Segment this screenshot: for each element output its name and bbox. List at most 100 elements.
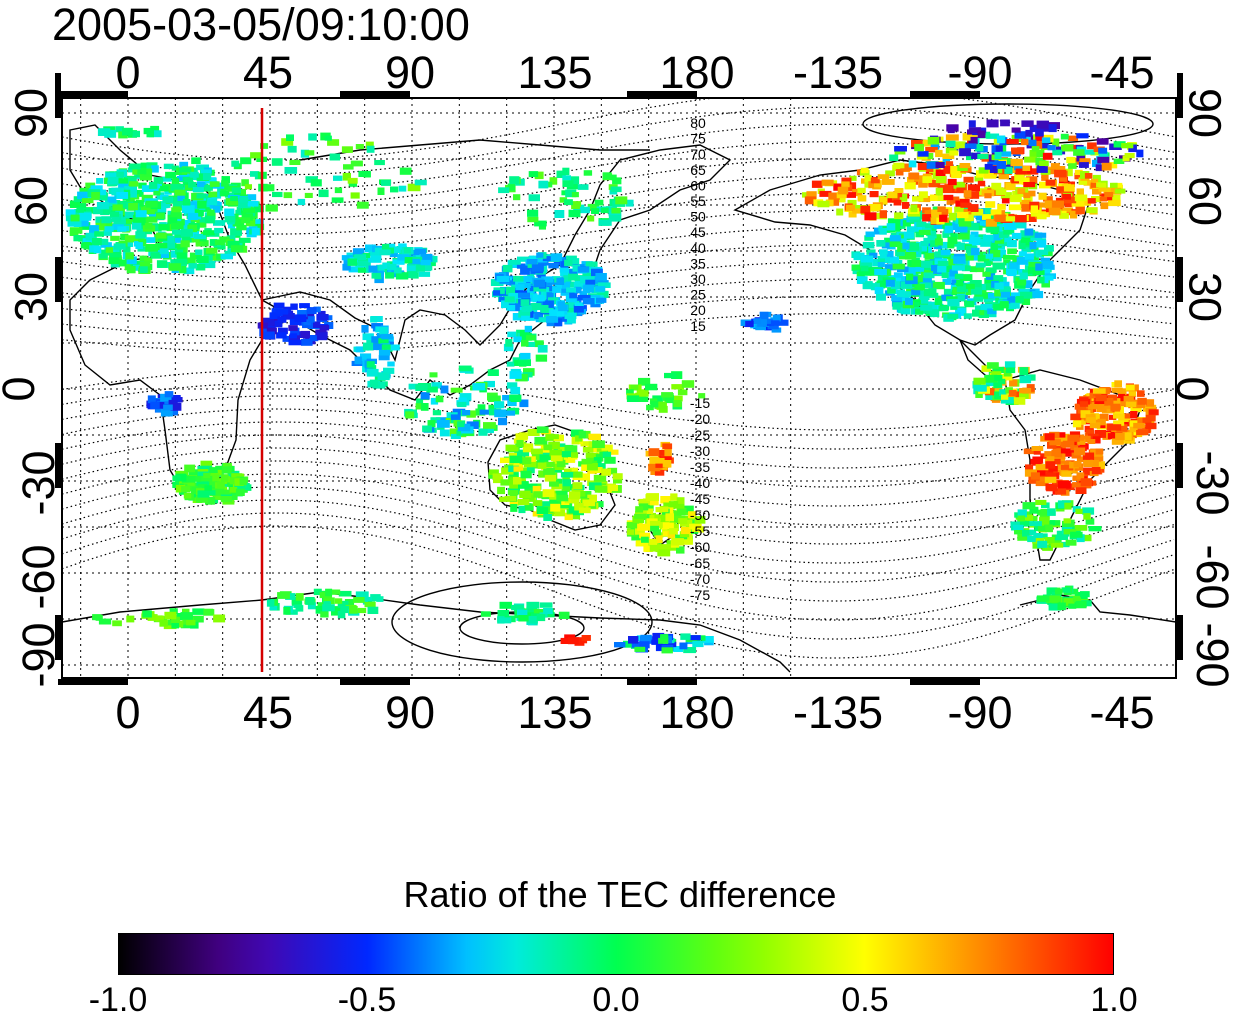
tec-patch (171, 222, 184, 229)
tec-patch (366, 368, 379, 377)
tec-patch (857, 187, 866, 193)
frame-tick-bar (340, 679, 410, 685)
tec-patch (1079, 397, 1089, 405)
tec-patch (536, 507, 549, 514)
tec-patch (837, 186, 849, 195)
tec-patch (984, 374, 998, 383)
tec-patch (204, 215, 215, 224)
tec-patch (192, 608, 205, 615)
tec-patch (678, 518, 688, 525)
tec-patch (362, 253, 371, 259)
tec-patch (641, 508, 654, 515)
tec-patch (626, 529, 635, 535)
tec-patch (194, 210, 203, 217)
tec-patch (879, 210, 887, 219)
tec-patch (664, 449, 672, 457)
tec-patch (890, 281, 900, 289)
tec-patch (596, 463, 606, 470)
tec-patch (107, 196, 117, 203)
tec-patch (659, 456, 672, 463)
tec-patch (352, 248, 365, 255)
tec-patch (1107, 394, 1118, 401)
tec-patch (587, 494, 597, 503)
tec-patch (181, 235, 194, 243)
tec-patch (528, 194, 540, 202)
tec-patch (348, 606, 358, 614)
tec-patch (506, 382, 518, 389)
tec-patch (139, 173, 152, 181)
tec-patch (1038, 192, 1047, 200)
tec-patch (1021, 177, 1030, 185)
tec-patch (1142, 417, 1152, 424)
tec-patch (1040, 508, 1048, 516)
tec-patch (175, 248, 184, 255)
tec-patch (983, 172, 997, 179)
tec-patch (1072, 482, 1083, 488)
tec-patch (393, 246, 401, 254)
tec-patch (938, 241, 948, 249)
tec-patch (150, 252, 161, 259)
tec-patch (260, 143, 269, 149)
tec-patch (1045, 472, 1056, 479)
tec-patch (564, 497, 574, 504)
tec-patch (1080, 401, 1089, 407)
tec-patch (337, 600, 349, 608)
tec-patch (986, 362, 999, 369)
tec-patch (1010, 302, 1020, 309)
tec-patch (639, 640, 650, 649)
tec-patch (959, 148, 971, 157)
tec-patch (1071, 200, 1085, 207)
tec-patch (847, 199, 857, 207)
tec-patch (506, 304, 516, 311)
tec-patch (636, 389, 649, 397)
tec-patch (1029, 150, 1040, 158)
tec-patch (977, 234, 986, 240)
contour-label: -35 (690, 459, 710, 475)
tec-patch (876, 293, 886, 301)
lon-tick-bottom: -90 (947, 687, 1013, 738)
tec-patch (995, 145, 1003, 152)
tec-patch (974, 144, 984, 152)
tec-patch (1024, 253, 1035, 260)
tec-patch (180, 612, 193, 620)
tec-patch (290, 327, 300, 336)
tec-patch (586, 463, 598, 471)
tec-patch (203, 608, 214, 616)
tec-patch (996, 161, 1007, 169)
tec-patch (655, 507, 669, 513)
tec-patch (1086, 417, 1096, 424)
tec-patch (1087, 198, 1096, 204)
tec-patch (755, 324, 766, 331)
tec-patch (1032, 538, 1045, 544)
tec-patch (542, 489, 555, 498)
tec-patch (503, 410, 516, 416)
tec-patch (595, 286, 606, 292)
tec-patch (1021, 238, 1031, 246)
tec-patch (99, 253, 108, 259)
tec-patch (436, 420, 450, 428)
tec-patch (861, 255, 874, 263)
lon-tick-top: 90 (384, 47, 436, 98)
tec-patch (563, 199, 573, 206)
tec-patch (145, 216, 158, 223)
tec-patch (118, 259, 127, 267)
tec-patch (323, 601, 331, 607)
tec-patch (203, 472, 211, 479)
contour-label: 45 (690, 224, 706, 240)
tec-patch (646, 404, 654, 411)
tec-patch (209, 201, 222, 209)
tec-patch (910, 289, 921, 296)
tec-patch (767, 323, 779, 330)
tec-patch (1069, 210, 1078, 219)
tec-patch (876, 240, 886, 247)
tec-patch (614, 642, 626, 648)
tec-patch (593, 457, 602, 464)
tec-patch (669, 528, 678, 535)
tec-patch (156, 232, 167, 239)
tec-patch (235, 488, 245, 496)
contour-label: -65 (690, 555, 710, 571)
tec-patch (594, 297, 607, 303)
tec-patch (566, 315, 576, 324)
tec-patch (519, 457, 532, 465)
tec-patch (357, 267, 370, 273)
